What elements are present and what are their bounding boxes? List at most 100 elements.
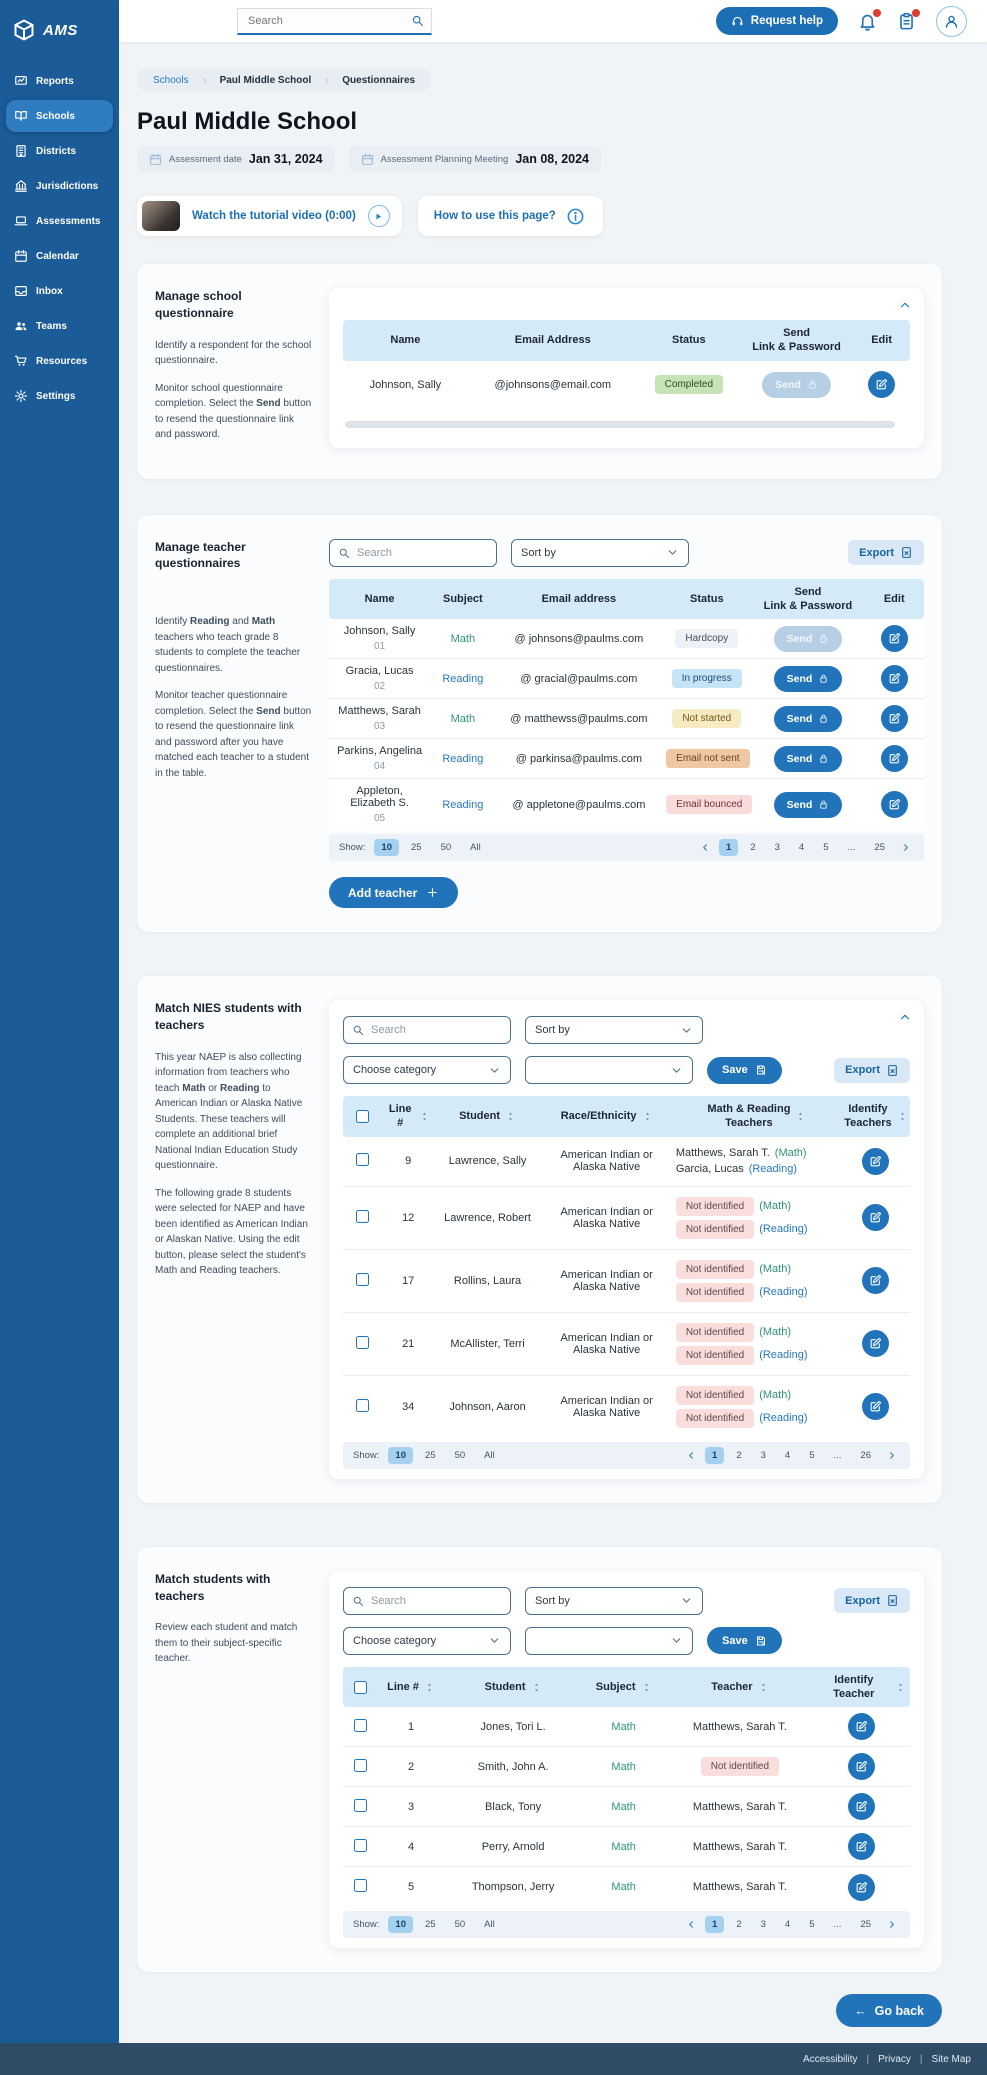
page-number[interactable]: ... bbox=[847, 842, 856, 854]
page-number[interactable]: 4 bbox=[784, 1919, 791, 1931]
edit-button[interactable] bbox=[880, 745, 908, 773]
column-header-student[interactable]: Student bbox=[445, 1674, 581, 1700]
export-button[interactable]: Export bbox=[848, 540, 924, 566]
page-number[interactable]: 1 bbox=[705, 1916, 725, 1934]
page-number[interactable]: 3 bbox=[774, 842, 780, 854]
value-select[interactable] bbox=[525, 1056, 693, 1085]
sidebar-item-jurisdictions[interactable]: Jurisdictions bbox=[6, 170, 113, 202]
play-icon[interactable] bbox=[367, 205, 390, 227]
edit-button[interactable] bbox=[848, 1873, 876, 1901]
edit-button[interactable] bbox=[862, 1330, 890, 1358]
breadcrumb-item-schools[interactable]: Schools bbox=[153, 74, 189, 86]
footer-link-privacy[interactable]: Privacy bbox=[878, 2053, 911, 2065]
page-number[interactable]: 2 bbox=[736, 1919, 742, 1931]
edit-button[interactable] bbox=[868, 371, 896, 399]
chevron-right-icon[interactable] bbox=[897, 842, 914, 853]
notifications-bell-icon[interactable] bbox=[858, 8, 881, 31]
chevron-left-icon[interactable] bbox=[683, 1919, 700, 1930]
tutorial-video-card[interactable]: Watch the tutorial video (0:00) bbox=[137, 196, 402, 236]
save-button[interactable]: Save bbox=[707, 1056, 782, 1084]
page-size-25[interactable]: 25 bbox=[424, 1919, 436, 1931]
row-checkbox[interactable] bbox=[353, 1758, 367, 1772]
edit-button[interactable] bbox=[880, 791, 908, 819]
page-size-all[interactable]: All bbox=[470, 842, 481, 854]
chevron-left-icon[interactable] bbox=[683, 1450, 700, 1461]
page-number[interactable]: ... bbox=[833, 1449, 842, 1461]
sidebar-item-schools[interactable]: Schools bbox=[6, 100, 113, 132]
go-back-button[interactable]: ← Go back bbox=[836, 1994, 942, 2028]
page-size-50[interactable]: 50 bbox=[454, 1449, 466, 1461]
send-button[interactable]: Send bbox=[773, 745, 843, 772]
footer-link-site-map[interactable]: Site Map bbox=[931, 2053, 971, 2065]
chevron-left-icon[interactable] bbox=[697, 842, 714, 853]
row-checkbox[interactable] bbox=[356, 1153, 370, 1167]
save-button[interactable]: Save bbox=[707, 1627, 782, 1655]
collapse-chevron-up-icon[interactable] bbox=[898, 298, 912, 317]
column-header-line-[interactable]: Line # bbox=[377, 1674, 445, 1700]
column-header-race-ethnicity[interactable]: Race/Ethnicity bbox=[541, 1103, 671, 1129]
page-number[interactable]: 3 bbox=[760, 1449, 766, 1461]
user-avatar[interactable] bbox=[936, 5, 967, 37]
send-button[interactable]: Send bbox=[773, 791, 843, 818]
page-number[interactable]: 5 bbox=[809, 1919, 815, 1931]
page-size-10[interactable]: 10 bbox=[388, 1446, 413, 1464]
page-size-50[interactable]: 50 bbox=[454, 1919, 466, 1931]
page-number[interactable]: 4 bbox=[784, 1449, 791, 1461]
collapse-chevron-up-icon[interactable] bbox=[898, 1010, 912, 1029]
sidebar-item-districts[interactable]: Districts bbox=[6, 135, 113, 167]
sort-by-select[interactable]: Sort by bbox=[525, 1016, 703, 1045]
sidebar-item-calendar[interactable]: Calendar bbox=[6, 240, 113, 272]
edit-button[interactable] bbox=[880, 705, 908, 733]
page-size-all[interactable]: All bbox=[484, 1919, 495, 1931]
column-header-identify-teacher[interactable]: Identify Teacher bbox=[814, 1667, 910, 1708]
breadcrumb-item-paul-middle-school[interactable]: Paul Middle School bbox=[219, 74, 312, 86]
footer-link-accessibility[interactable]: Accessibility bbox=[803, 2053, 858, 2065]
column-header-teacher[interactable]: Teacher bbox=[666, 1674, 813, 1700]
sort-by-select[interactable]: Sort by bbox=[511, 538, 689, 567]
select-all-checkbox[interactable] bbox=[343, 1675, 377, 1700]
row-checkbox[interactable] bbox=[356, 1272, 370, 1286]
column-header-student[interactable]: Student bbox=[434, 1103, 542, 1129]
edit-button[interactable] bbox=[880, 665, 908, 693]
page-size-25[interactable]: 25 bbox=[424, 1449, 436, 1461]
edit-button[interactable] bbox=[848, 1833, 876, 1861]
row-checkbox[interactable] bbox=[353, 1798, 367, 1812]
edit-button[interactable] bbox=[862, 1267, 890, 1295]
page-size-50[interactable]: 50 bbox=[440, 842, 452, 854]
edit-button[interactable] bbox=[848, 1793, 876, 1821]
send-button[interactable]: Send bbox=[773, 705, 843, 732]
sidebar-item-inbox[interactable]: Inbox bbox=[6, 275, 113, 307]
page-number[interactable]: 25 bbox=[874, 842, 885, 854]
page-number[interactable]: 2 bbox=[750, 842, 756, 854]
sidebar-item-assessments[interactable]: Assessments bbox=[6, 205, 113, 237]
edit-button[interactable] bbox=[848, 1753, 876, 1781]
add-teacher-button[interactable]: Add teacher bbox=[329, 877, 459, 909]
page-number[interactable]: 5 bbox=[823, 842, 829, 854]
export-button[interactable]: Export bbox=[834, 1588, 910, 1614]
edit-button[interactable] bbox=[848, 1713, 876, 1741]
tasks-clipboard-icon[interactable] bbox=[897, 8, 920, 31]
page-size-all[interactable]: All bbox=[484, 1449, 495, 1461]
table-search-input[interactable]: Search bbox=[343, 1016, 511, 1045]
page-number[interactable]: ... bbox=[833, 1919, 842, 1931]
table-search-input[interactable]: Search bbox=[329, 538, 497, 567]
page-number[interactable]: 1 bbox=[719, 839, 739, 857]
sidebar-item-resources[interactable]: Resources bbox=[6, 345, 113, 377]
choose-category-select[interactable]: Choose category bbox=[343, 1056, 511, 1085]
page-size-10[interactable]: 10 bbox=[388, 1916, 413, 1934]
column-header-line-[interactable]: Line # bbox=[383, 1096, 434, 1137]
request-help-button[interactable]: Request help bbox=[715, 7, 838, 35]
chevron-right-icon[interactable] bbox=[883, 1919, 900, 1930]
edit-button[interactable] bbox=[862, 1147, 890, 1175]
page-number[interactable]: 25 bbox=[860, 1919, 871, 1931]
howto-card[interactable]: How to use this page? bbox=[417, 196, 603, 236]
row-checkbox[interactable] bbox=[356, 1398, 370, 1412]
send-button[interactable]: Send bbox=[773, 665, 843, 692]
row-checkbox[interactable] bbox=[353, 1718, 367, 1732]
page-number[interactable]: 26 bbox=[860, 1449, 871, 1461]
column-header-math-reading[interactable]: Math & Reading Teachers bbox=[672, 1096, 842, 1137]
app-logo[interactable]: AMS bbox=[0, 10, 119, 62]
sidebar-item-teams[interactable]: Teams bbox=[6, 310, 113, 342]
value-select[interactable] bbox=[525, 1626, 693, 1655]
chevron-right-icon[interactable] bbox=[883, 1450, 900, 1461]
